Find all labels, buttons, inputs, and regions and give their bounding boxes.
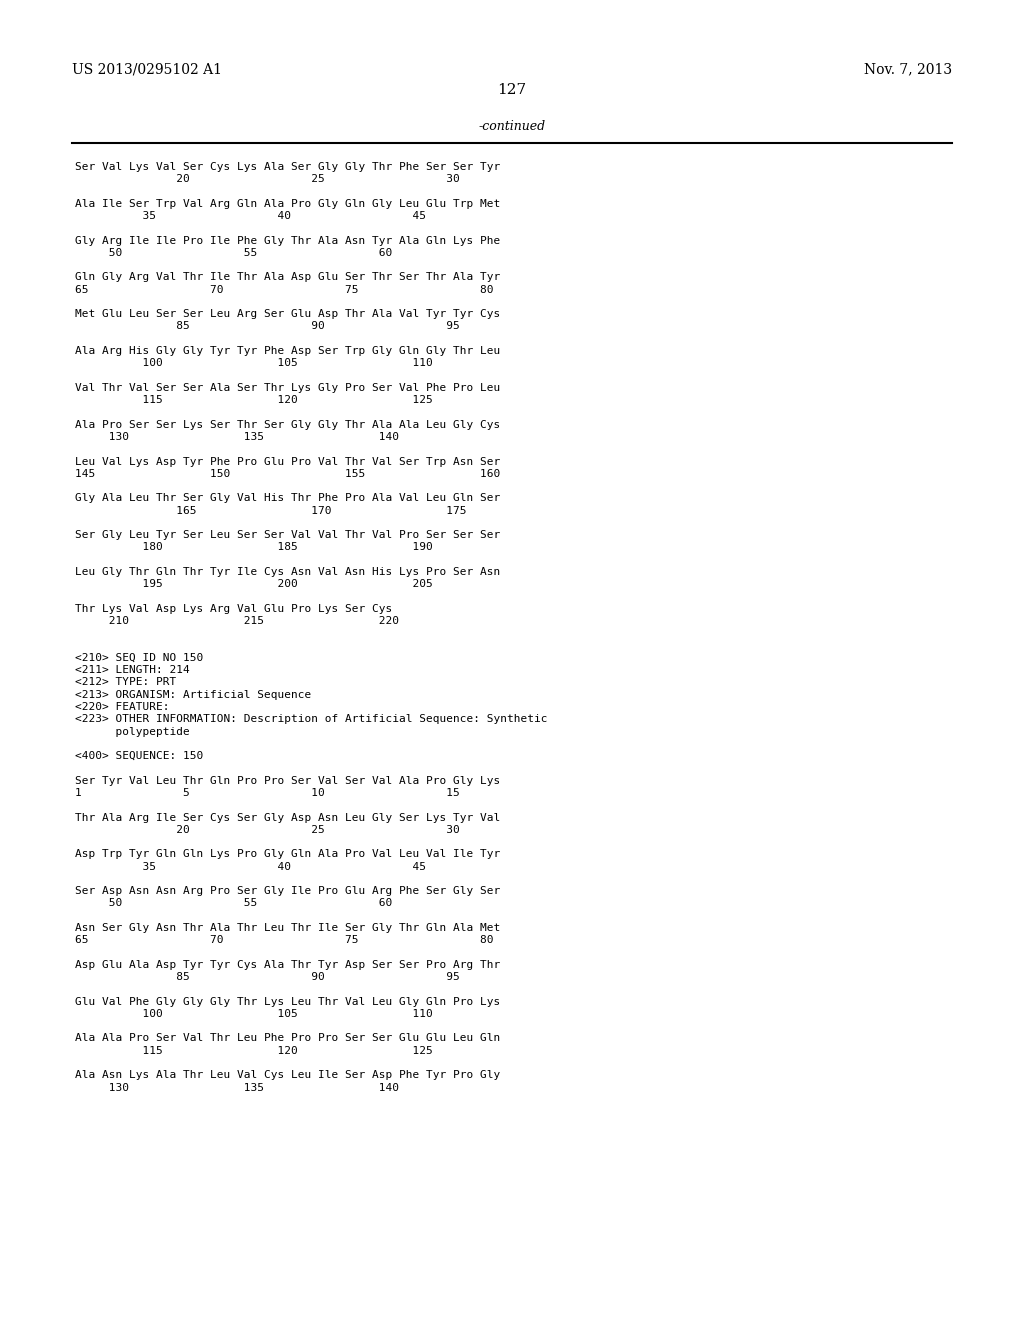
Text: 65                  70                  75                  80: 65 70 75 80 xyxy=(75,936,494,945)
Text: 127: 127 xyxy=(498,83,526,98)
Text: Ala Arg His Gly Gly Tyr Tyr Phe Asp Ser Trp Gly Gln Gly Thr Leu: Ala Arg His Gly Gly Tyr Tyr Phe Asp Ser … xyxy=(75,346,500,356)
Text: 1               5                  10                  15: 1 5 10 15 xyxy=(75,788,460,799)
Text: 85                  90                  95: 85 90 95 xyxy=(75,972,460,982)
Text: 130                 135                 140: 130 135 140 xyxy=(75,432,398,442)
Text: Gly Ala Leu Thr Ser Gly Val His Thr Phe Pro Ala Val Leu Gln Ser: Gly Ala Leu Thr Ser Gly Val His Thr Phe … xyxy=(75,494,500,503)
Text: Gln Gly Arg Val Thr Ile Thr Ala Asp Glu Ser Thr Ser Thr Ala Tyr: Gln Gly Arg Val Thr Ile Thr Ala Asp Glu … xyxy=(75,272,500,282)
Text: 210                 215                 220: 210 215 220 xyxy=(75,616,398,626)
Text: 20                  25                  30: 20 25 30 xyxy=(75,825,460,834)
Text: 100                 105                 110: 100 105 110 xyxy=(75,358,432,368)
Text: Asp Glu Ala Asp Tyr Tyr Cys Ala Thr Tyr Asp Ser Ser Pro Arg Thr: Asp Glu Ala Asp Tyr Tyr Cys Ala Thr Tyr … xyxy=(75,960,500,970)
Text: <400> SEQUENCE: 150: <400> SEQUENCE: 150 xyxy=(75,751,203,762)
Text: 195                 200                 205: 195 200 205 xyxy=(75,579,432,589)
Text: Ser Gly Leu Tyr Ser Leu Ser Ser Val Val Thr Val Pro Ser Ser Ser: Ser Gly Leu Tyr Ser Leu Ser Ser Val Val … xyxy=(75,531,500,540)
Text: 130                 135                 140: 130 135 140 xyxy=(75,1082,398,1093)
Text: <212> TYPE: PRT: <212> TYPE: PRT xyxy=(75,677,176,688)
Text: 115                 120                 125: 115 120 125 xyxy=(75,395,432,405)
Text: Val Thr Val Ser Ser Ala Ser Thr Lys Gly Pro Ser Val Phe Pro Leu: Val Thr Val Ser Ser Ala Ser Thr Lys Gly … xyxy=(75,383,500,393)
Text: Ala Ala Pro Ser Val Thr Leu Phe Pro Pro Ser Ser Glu Glu Leu Gln: Ala Ala Pro Ser Val Thr Leu Phe Pro Pro … xyxy=(75,1034,500,1044)
Text: Leu Val Lys Asp Tyr Phe Pro Glu Pro Val Thr Val Ser Trp Asn Ser: Leu Val Lys Asp Tyr Phe Pro Glu Pro Val … xyxy=(75,457,500,466)
Text: Asp Trp Tyr Gln Gln Lys Pro Gly Gln Ala Pro Val Leu Val Ile Tyr: Asp Trp Tyr Gln Gln Lys Pro Gly Gln Ala … xyxy=(75,849,500,859)
Text: 165                 170                 175: 165 170 175 xyxy=(75,506,466,516)
Text: Leu Gly Thr Gln Thr Tyr Ile Cys Asn Val Asn His Lys Pro Ser Asn: Leu Gly Thr Gln Thr Tyr Ile Cys Asn Val … xyxy=(75,568,500,577)
Text: Ser Val Lys Val Ser Cys Lys Ala Ser Gly Gly Thr Phe Ser Ser Tyr: Ser Val Lys Val Ser Cys Lys Ala Ser Gly … xyxy=(75,162,500,172)
Text: Ala Pro Ser Ser Lys Ser Thr Ser Gly Gly Thr Ala Ala Leu Gly Cys: Ala Pro Ser Ser Lys Ser Thr Ser Gly Gly … xyxy=(75,420,500,430)
Text: Met Glu Leu Ser Ser Leu Arg Ser Glu Asp Thr Ala Val Tyr Tyr Cys: Met Glu Leu Ser Ser Leu Arg Ser Glu Asp … xyxy=(75,309,500,319)
Text: <211> LENGTH: 214: <211> LENGTH: 214 xyxy=(75,665,189,676)
Text: 145                 150                 155                 160: 145 150 155 160 xyxy=(75,469,500,479)
Text: <213> ORGANISM: Artificial Sequence: <213> ORGANISM: Artificial Sequence xyxy=(75,690,311,700)
Text: <210> SEQ ID NO 150: <210> SEQ ID NO 150 xyxy=(75,653,203,663)
Text: 65                  70                  75                  80: 65 70 75 80 xyxy=(75,285,494,294)
Text: Gly Arg Ile Ile Pro Ile Phe Gly Thr Ala Asn Tyr Ala Gln Lys Phe: Gly Arg Ile Ile Pro Ile Phe Gly Thr Ala … xyxy=(75,235,500,246)
Text: polypeptide: polypeptide xyxy=(75,726,189,737)
Text: Glu Val Phe Gly Gly Gly Thr Lys Leu Thr Val Leu Gly Gln Pro Lys: Glu Val Phe Gly Gly Gly Thr Lys Leu Thr … xyxy=(75,997,500,1007)
Text: 85                  90                  95: 85 90 95 xyxy=(75,322,460,331)
Text: Nov. 7, 2013: Nov. 7, 2013 xyxy=(864,62,952,77)
Text: Ser Tyr Val Leu Thr Gln Pro Pro Ser Val Ser Val Ala Pro Gly Lys: Ser Tyr Val Leu Thr Gln Pro Pro Ser Val … xyxy=(75,776,500,785)
Text: 20                  25                  30: 20 25 30 xyxy=(75,174,460,185)
Text: 115                 120                 125: 115 120 125 xyxy=(75,1045,432,1056)
Text: US 2013/0295102 A1: US 2013/0295102 A1 xyxy=(72,62,221,77)
Text: Asn Ser Gly Asn Thr Ala Thr Leu Thr Ile Ser Gly Thr Gln Ala Met: Asn Ser Gly Asn Thr Ala Thr Leu Thr Ile … xyxy=(75,923,500,933)
Text: <223> OTHER INFORMATION: Description of Artificial Sequence: Synthetic: <223> OTHER INFORMATION: Description of … xyxy=(75,714,547,725)
Text: -continued: -continued xyxy=(478,120,546,133)
Text: Thr Ala Arg Ile Ser Cys Ser Gly Asp Asn Leu Gly Ser Lys Tyr Val: Thr Ala Arg Ile Ser Cys Ser Gly Asp Asn … xyxy=(75,813,500,822)
Text: <220> FEATURE:: <220> FEATURE: xyxy=(75,702,169,711)
Text: 100                 105                 110: 100 105 110 xyxy=(75,1008,432,1019)
Text: 35                  40                  45: 35 40 45 xyxy=(75,211,426,220)
Text: Thr Lys Val Asp Lys Arg Val Glu Pro Lys Ser Cys: Thr Lys Val Asp Lys Arg Val Glu Pro Lys … xyxy=(75,603,392,614)
Text: 50                  55                  60: 50 55 60 xyxy=(75,899,392,908)
Text: Ser Asp Asn Asn Arg Pro Ser Gly Ile Pro Glu Arg Phe Ser Gly Ser: Ser Asp Asn Asn Arg Pro Ser Gly Ile Pro … xyxy=(75,886,500,896)
Text: 50                  55                  60: 50 55 60 xyxy=(75,248,392,257)
Text: 35                  40                  45: 35 40 45 xyxy=(75,862,426,871)
Text: Ala Asn Lys Ala Thr Leu Val Cys Leu Ile Ser Asp Phe Tyr Pro Gly: Ala Asn Lys Ala Thr Leu Val Cys Leu Ile … xyxy=(75,1071,500,1080)
Text: 180                 185                 190: 180 185 190 xyxy=(75,543,432,553)
Text: Ala Ile Ser Trp Val Arg Gln Ala Pro Gly Gln Gly Leu Glu Trp Met: Ala Ile Ser Trp Val Arg Gln Ala Pro Gly … xyxy=(75,199,500,209)
